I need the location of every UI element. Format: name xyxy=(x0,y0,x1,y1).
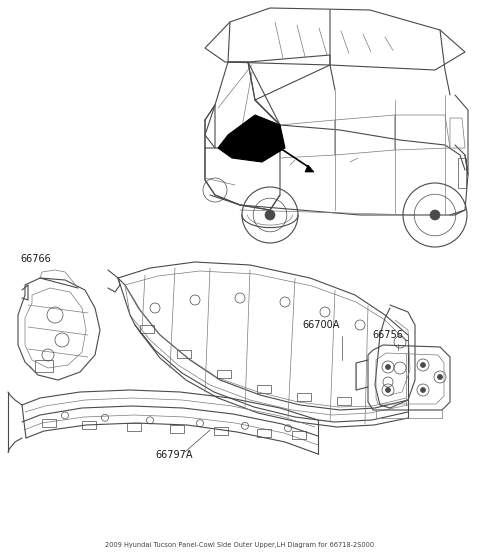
Bar xyxy=(297,393,311,401)
Text: 66766: 66766 xyxy=(20,254,51,264)
Circle shape xyxy=(265,210,275,220)
Circle shape xyxy=(385,364,391,369)
Circle shape xyxy=(420,388,425,393)
Bar xyxy=(292,431,306,439)
Bar xyxy=(127,423,141,431)
Bar xyxy=(257,385,271,393)
Bar xyxy=(177,350,191,358)
Bar xyxy=(257,429,271,437)
Circle shape xyxy=(437,374,443,379)
Circle shape xyxy=(385,388,391,393)
Bar xyxy=(217,370,231,378)
Bar xyxy=(458,158,466,188)
Bar xyxy=(170,426,184,433)
Polygon shape xyxy=(305,165,314,172)
Text: 66797A: 66797A xyxy=(155,450,192,460)
Bar xyxy=(214,427,228,436)
Bar xyxy=(42,419,56,427)
Text: 66700A: 66700A xyxy=(302,320,339,330)
Bar xyxy=(35,360,53,372)
Polygon shape xyxy=(218,115,285,162)
Text: 66756: 66756 xyxy=(372,330,403,340)
Circle shape xyxy=(430,210,440,220)
Bar xyxy=(140,325,154,333)
Bar xyxy=(337,397,351,405)
Bar xyxy=(82,421,96,429)
Text: 2009 Hyundai Tucson Panel-Cowl Side Outer Upper,LH Diagram for 66718-2S000: 2009 Hyundai Tucson Panel-Cowl Side Oute… xyxy=(106,542,374,548)
Circle shape xyxy=(420,363,425,368)
